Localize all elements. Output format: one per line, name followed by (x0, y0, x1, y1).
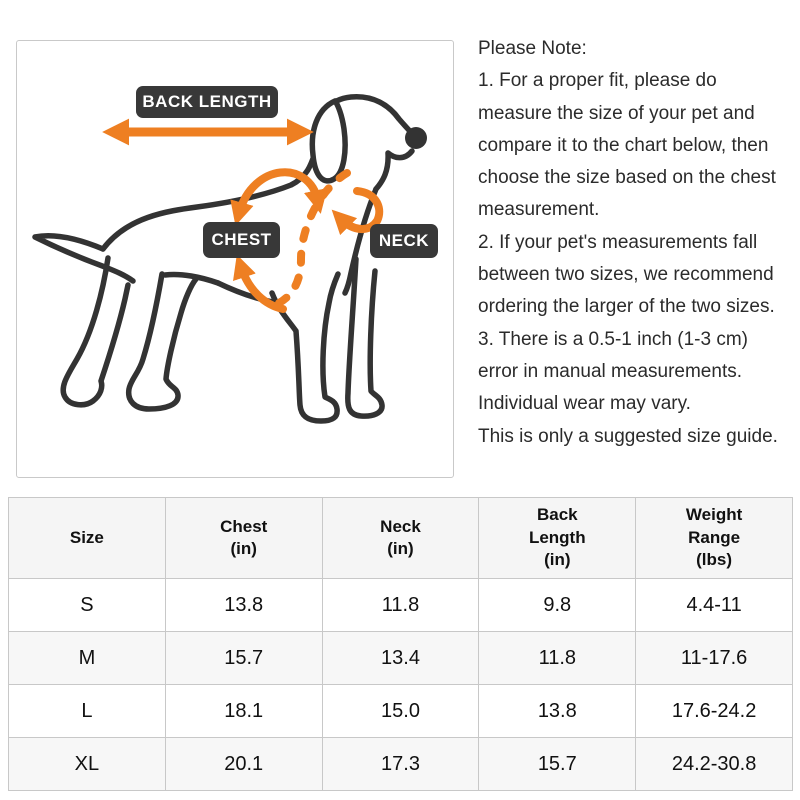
note-line: compare it to the chart below, then (478, 134, 769, 156)
note-line: Please Note: (478, 38, 587, 59)
dog-illustration (32, 94, 427, 424)
chest-wrap-arrow (230, 168, 328, 226)
table-row-m: M 15.7 13.4 11.8 11-17.6 (8, 631, 793, 685)
weight-cell: 4.4-11 (635, 578, 793, 632)
chest-label: CHEST (203, 222, 280, 258)
back-length-cell: 15.7 (478, 737, 637, 791)
back-length-cell: 11.8 (478, 631, 637, 685)
col-header-neck: Neck (in) (321, 497, 480, 579)
neck-wrap-arrow (331, 187, 384, 236)
weight-cell: 17.6-24.2 (635, 684, 793, 738)
neck-cell: 17.3 (321, 737, 480, 791)
dog-ear (309, 98, 348, 184)
table-row-s: S 13.8 11.8 9.8 4.4-11 (8, 578, 793, 632)
note-line: measure the size of your pet and (478, 102, 755, 124)
dog-tail (32, 233, 108, 270)
col-header-weight-range: Weight Range (lbs) (635, 497, 793, 579)
table-row-xl: XL 20.1 17.3 15.7 24.2-30.8 (8, 737, 793, 791)
note-line: between two sizes, we recommend (478, 264, 774, 286)
back-length-cell: 9.8 (478, 578, 637, 632)
note-line: 3. There is a 0.5-1 inch (1-3 cm) (478, 328, 748, 350)
chest-under-arrow (233, 254, 287, 313)
dog-thigh-line (162, 271, 221, 286)
note-line: 2. If your pet's measurements fall (478, 231, 758, 253)
table-header-row: Size Chest (in) Neck (in) Back Length (i… (8, 497, 793, 579)
chest-cell: 15.7 (164, 631, 323, 685)
chest-cell: 13.8 (164, 578, 323, 632)
table-row-l: L 18.1 15.0 13.8 17.6-24.2 (8, 684, 793, 738)
back-length-cell: 13.8 (478, 684, 637, 738)
neck-cell: 11.8 (321, 578, 480, 632)
note-line: This is only a suggested size guide. (478, 425, 778, 447)
size-chart-table: Size Chest (in) Neck (in) Back Length (i… (8, 497, 793, 791)
neck-cell: 15.0 (321, 684, 480, 738)
note-line: Individual wear may vary. (478, 393, 691, 415)
chest-cell: 18.1 (164, 684, 323, 738)
dog-rear-contour (102, 264, 136, 284)
dog-near-rear-leg (125, 271, 199, 412)
dog-near-front-leg (269, 271, 341, 424)
dog-far-rear-leg (60, 255, 131, 408)
size-cell: XL (8, 737, 166, 791)
chest-cell: 20.1 (164, 737, 323, 791)
note-line: ordering the larger of the two sizes. (478, 296, 775, 318)
col-header-chest: Chest (in) (164, 497, 323, 579)
col-header-back-length: Back Length (in) (478, 497, 637, 579)
dog-far-front-leg (345, 256, 385, 419)
size-cell: S (8, 578, 166, 632)
measuring-diagram: BACK LENGTH CHEST NECK (16, 40, 454, 478)
dog-nose (405, 127, 427, 149)
weight-cell: 24.2-30.8 (635, 737, 793, 791)
back-length-label: BACK LENGTH (136, 86, 278, 118)
col-header-size: Size (8, 497, 166, 579)
dog-chest-front (342, 186, 379, 296)
dog-mouth (373, 148, 415, 192)
neck-label: NECK (370, 224, 438, 258)
note-line: 1. For a proper fit, please do (478, 70, 717, 92)
note-line: error in manual measurements. (478, 360, 742, 382)
note-line: choose the size based on the chest (478, 167, 776, 189)
neck-cell: 13.4 (321, 631, 480, 685)
please-note-text: Please Note: 1. For a proper fit, please… (478, 33, 800, 453)
size-cell: M (8, 631, 166, 685)
note-line: measurement. (478, 199, 600, 221)
weight-cell: 11-17.6 (635, 631, 793, 685)
size-cell: L (8, 684, 166, 738)
